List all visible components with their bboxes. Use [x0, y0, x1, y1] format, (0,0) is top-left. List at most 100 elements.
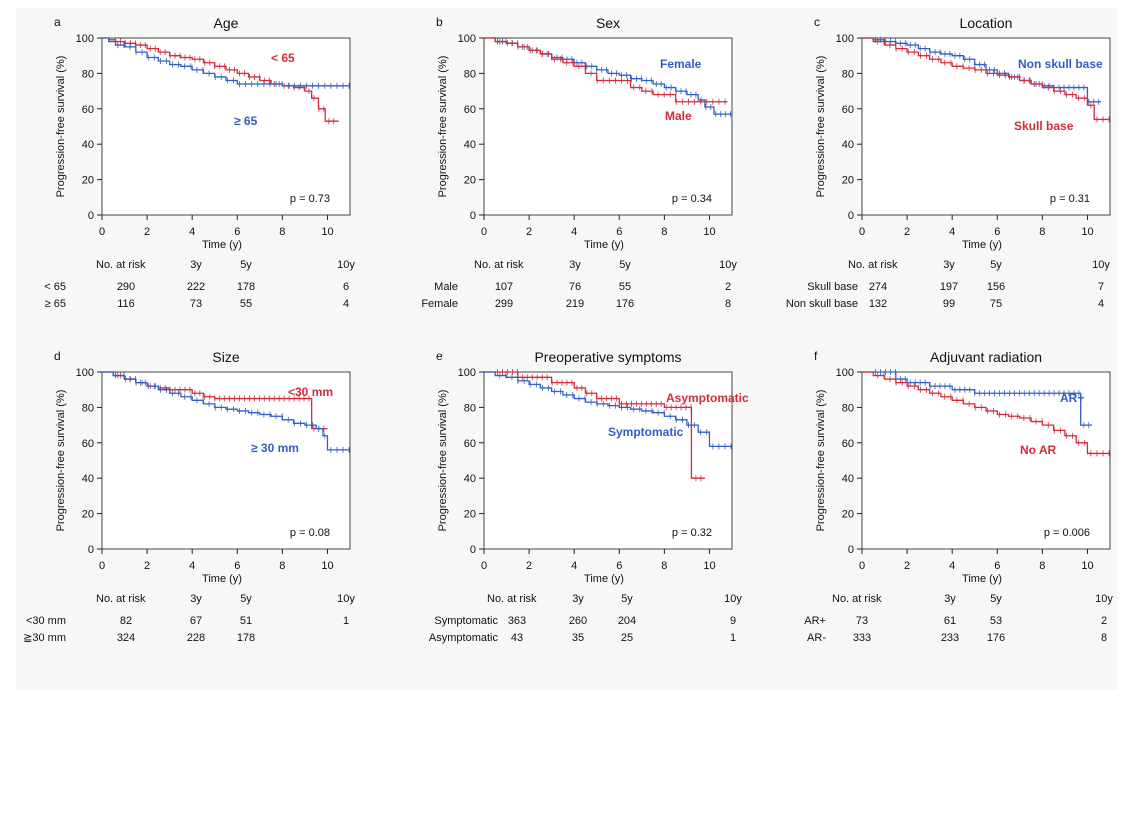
x-tick-label: 4	[949, 560, 955, 572]
y-tick-label: 80	[464, 402, 476, 414]
chart-title: Age	[214, 15, 239, 31]
risk-table-time: 10y	[337, 259, 355, 271]
risk-table-value: 9	[730, 615, 736, 627]
x-tick-label: 6	[616, 226, 622, 238]
risk-table-value: 2	[725, 281, 731, 293]
y-tick-label: 40	[82, 473, 94, 485]
risk-table-row-label: ≥ 65	[45, 298, 66, 310]
risk-table-value: 228	[187, 632, 205, 644]
risk-table-header: No. at risk	[474, 259, 524, 271]
y-tick-label: 80	[842, 402, 854, 414]
y-tick-label: 20	[82, 175, 94, 187]
y-tick-label: 100	[836, 367, 854, 379]
risk-table-time: 3y	[944, 593, 956, 605]
series-label: ≥ 65	[234, 114, 258, 128]
panel-e: e Preoperative symptoms 0 20 40 60 80 100 0 2 4 6 8 1…	[418, 344, 790, 674]
y-tick-label: 100	[76, 367, 94, 379]
risk-table-value: 99	[943, 298, 955, 310]
x-tick-label: 6	[994, 226, 1000, 238]
y-tick-label: 0	[88, 210, 94, 222]
risk-table-row-label: Asymptomatic	[429, 632, 499, 644]
risk-table-n: 333	[853, 632, 871, 644]
chart-title: Location	[960, 15, 1013, 31]
x-tick-label: 6	[234, 560, 240, 572]
risk-table-time: 5y	[990, 259, 1002, 271]
km-chart-f: f Adjuvant radiation 0 20 40 60 80 100 0 2 4 6 8 10 Ti…	[804, 349, 1113, 644]
risk-table-header: No. at risk	[487, 593, 537, 605]
series-line	[102, 37, 339, 122]
x-tick-label: 4	[189, 560, 195, 572]
x-tick-label: 8	[279, 560, 285, 572]
risk-table-value: 53	[990, 615, 1002, 627]
x-axis-label: Time (y)	[962, 239, 1002, 251]
risk-table-header: No. at risk	[832, 593, 882, 605]
series-label: Symptomatic	[608, 425, 684, 439]
panel-letter: a	[54, 15, 61, 29]
y-tick-label: 60	[464, 104, 476, 116]
y-tick-label: 20	[464, 509, 476, 521]
risk-table-n: 274	[869, 281, 887, 293]
series-line	[484, 371, 705, 479]
risk-table-value: 7	[1098, 281, 1104, 293]
x-tick-label: 4	[949, 226, 955, 238]
risk-table-header: No. at risk	[848, 259, 898, 271]
x-tick-label: 8	[1039, 560, 1045, 572]
plot-area	[101, 37, 351, 216]
panel-letter: b	[436, 15, 443, 29]
risk-table-value: 176	[616, 298, 634, 310]
x-tick-label: 10	[1081, 226, 1093, 238]
x-tick-label: 2	[144, 226, 150, 238]
risk-table-value: 8	[1101, 632, 1107, 644]
risk-table-value: 76	[569, 281, 581, 293]
risk-table-value: 61	[944, 615, 956, 627]
risk-table-n: 73	[856, 615, 868, 627]
risk-table-value: 222	[187, 281, 205, 293]
plot-area	[861, 371, 1111, 550]
panel-b: b Sex 0 20 40 60 80 100 0 2 4 6 8 10 Time (y) Progressi…	[418, 10, 790, 340]
y-tick-label: 60	[82, 438, 94, 450]
risk-table-n: 324	[117, 632, 135, 644]
series-line	[102, 37, 350, 87]
x-axis-label: Time (y)	[584, 239, 624, 251]
p-value: p = 0.08	[290, 527, 330, 539]
p-value: p = 0.31	[1050, 193, 1090, 205]
risk-table-value: 4	[1098, 298, 1104, 310]
risk-table-time: 3y	[190, 259, 202, 271]
y-axis-label: Progression-free survival (%)	[815, 390, 827, 532]
y-tick-label: 60	[842, 438, 854, 450]
x-tick-label: 6	[234, 226, 240, 238]
x-tick-label: 10	[321, 226, 333, 238]
y-axis-label: Progression-free survival (%)	[437, 56, 449, 198]
x-tick-label: 2	[526, 560, 532, 572]
risk-table-n: 43	[511, 632, 523, 644]
x-axis-label: Time (y)	[202, 573, 242, 585]
chart-title: Adjuvant radiation	[930, 349, 1042, 365]
y-axis-label: Progression-free survival (%)	[55, 390, 67, 532]
x-tick-label: 0	[859, 226, 865, 238]
x-tick-label: 8	[661, 226, 667, 238]
x-tick-label: 2	[904, 226, 910, 238]
x-tick-label: 2	[526, 226, 532, 238]
plot-area	[483, 371, 733, 550]
chart-title: Size	[212, 349, 239, 365]
km-chart-a: a Age 0 20 40 60 80 100 0 2 4 6 8 10 Time (y) Progressi…	[44, 15, 355, 310]
y-tick-label: 20	[842, 175, 854, 187]
risk-table-value: 233	[941, 632, 959, 644]
risk-table-row-label: AR+	[804, 615, 826, 627]
series-line	[484, 371, 732, 447]
y-tick-label: 60	[842, 104, 854, 116]
x-tick-label: 0	[99, 226, 105, 238]
risk-table-value: 67	[190, 615, 202, 627]
risk-table-row-label: Skull base	[807, 281, 858, 293]
x-tick-label: 4	[189, 226, 195, 238]
series-label: No AR	[1020, 443, 1057, 457]
risk-table-value: 1	[730, 632, 736, 644]
y-tick-label: 40	[842, 473, 854, 485]
x-tick-label: 0	[859, 560, 865, 572]
risk-table-row-label: Non skull base	[786, 298, 858, 310]
x-tick-label: 6	[994, 560, 1000, 572]
chart-title: Preoperative symptoms	[534, 349, 681, 365]
risk-table-value: 219	[566, 298, 584, 310]
y-tick-label: 80	[82, 68, 94, 80]
x-axis-label: Time (y)	[202, 239, 242, 251]
